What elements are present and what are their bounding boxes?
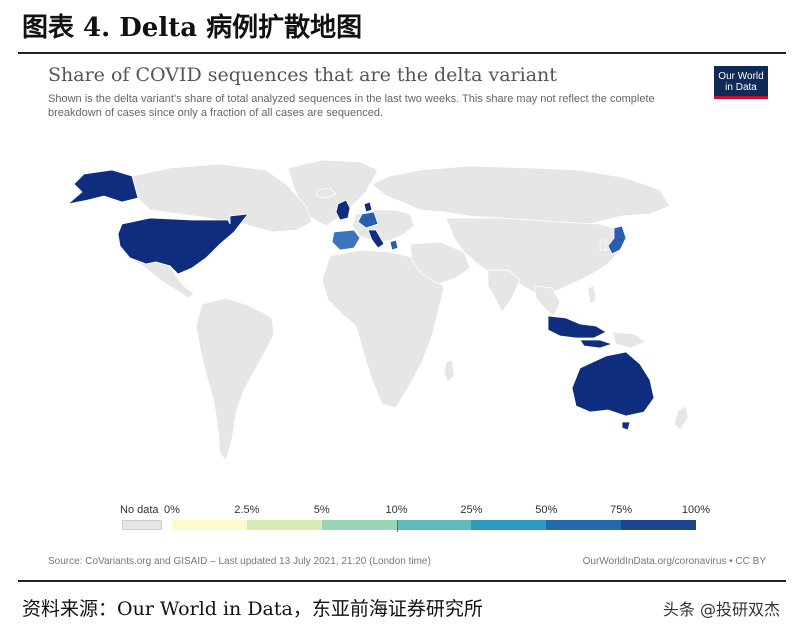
legend-color-bar — [172, 520, 697, 530]
legend-segment-6[interactable] — [621, 520, 697, 530]
legend: No data 0% 2.5% 5% 10% 25% 50% 75% 100% — [116, 504, 716, 544]
usa[interactable] — [117, 213, 249, 275]
legend-tick-label: 75% — [610, 504, 633, 516]
greece[interactable] — [389, 239, 399, 251]
asia[interactable] — [445, 217, 627, 299]
logo-line-1: Our World — [718, 71, 764, 82]
chart-title: Share of COVID sequences that are the de… — [48, 64, 557, 86]
united-kingdom[interactable] — [335, 199, 351, 221]
india[interactable] — [487, 269, 521, 313]
germany[interactable] — [357, 211, 379, 229]
australia[interactable] — [571, 351, 655, 417]
southeast-asia[interactable] — [533, 285, 561, 317]
spain-portugal[interactable] — [331, 229, 361, 251]
legend-segment-4[interactable] — [471, 520, 547, 530]
legend-segment-5[interactable] — [546, 520, 622, 530]
legend-tick-label: 2.5% — [234, 504, 260, 516]
bottom-rule — [18, 580, 786, 582]
legend-segment-2[interactable] — [321, 520, 397, 530]
footer-source: 资料来源：Our World in Data，东亚前海证券研究所 — [22, 598, 483, 620]
top-rule — [18, 52, 786, 54]
legend-segment-1[interactable] — [246, 520, 322, 530]
legend-segment-0[interactable] — [172, 520, 247, 530]
legend-tick-label: 50% — [535, 504, 558, 516]
mexico[interactable] — [129, 257, 195, 299]
world-map — [66, 159, 689, 461]
legend-tick-label: 25% — [460, 504, 483, 516]
denmark[interactable] — [363, 201, 373, 213]
indonesia-islands[interactable] — [579, 339, 614, 349]
new-zealand[interactable] — [673, 405, 689, 431]
alaska[interactable] — [66, 169, 139, 205]
legend-tick-line — [396, 520, 398, 532]
owid-logo[interactable]: Our World in Data — [714, 66, 768, 99]
south-korea[interactable] — [599, 239, 607, 251]
legend-tick-label: 5% — [313, 504, 330, 516]
middle-east[interactable] — [409, 241, 471, 285]
chart-subtitle: Shown is the delta variant's share of to… — [48, 93, 655, 119]
japan[interactable] — [607, 225, 627, 255]
no-data-label: No data — [120, 504, 159, 516]
iceland[interactable] — [315, 187, 337, 199]
chart-source: Source: CoVariants.org and GISAID – Last… — [48, 556, 431, 567]
russia[interactable] — [371, 165, 671, 225]
italy[interactable] — [367, 229, 385, 249]
figure-title: 图表 4. Delta 病例扩散地图 — [22, 13, 363, 43]
watermark: 头条 @投研双杰 — [662, 600, 780, 619]
madagascar[interactable] — [443, 359, 455, 383]
logo-line-2: in Data — [725, 82, 757, 93]
tasmania[interactable] — [621, 421, 631, 431]
no-data-swatch[interactable] — [122, 520, 162, 530]
legend-segment-3[interactable] — [396, 520, 472, 530]
indonesia[interactable] — [547, 315, 607, 339]
legend-tick-label: 100% — [681, 504, 711, 516]
legend-tick-label: 0% — [164, 504, 180, 516]
legend-tick-label: 10% — [385, 504, 408, 516]
philippines[interactable] — [587, 285, 597, 305]
south-america[interactable] — [195, 297, 275, 461]
chart-url[interactable]: OurWorldInData.org/coronavirus • CC BY — [582, 556, 766, 567]
canada[interactable] — [131, 163, 313, 233]
papua-new-guinea[interactable] — [611, 331, 647, 349]
